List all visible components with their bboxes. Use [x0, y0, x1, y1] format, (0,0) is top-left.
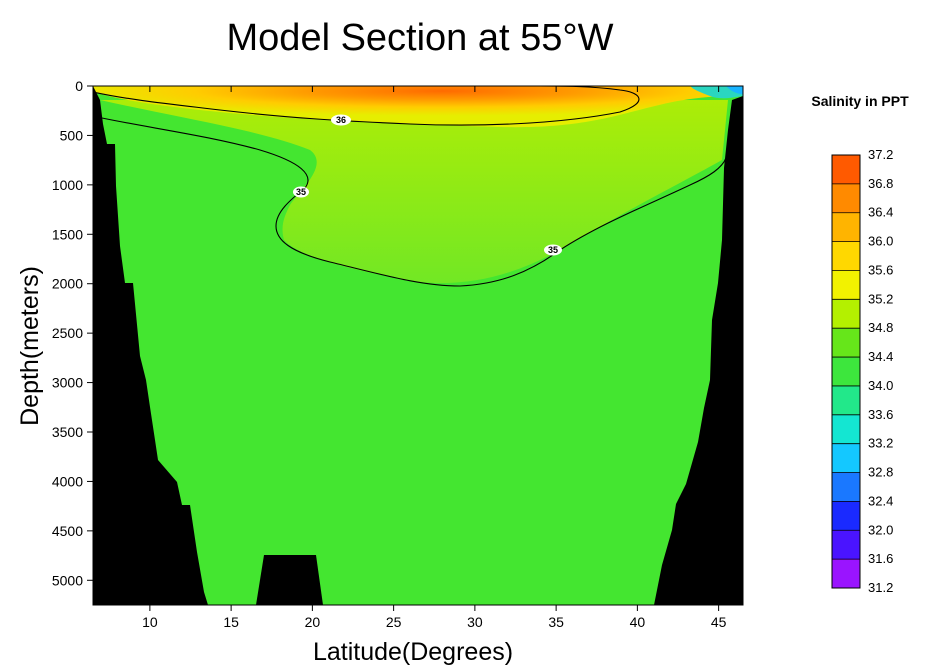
- colorbar-label: 31.6: [868, 551, 893, 566]
- colorbar-label: 36.0: [868, 234, 893, 249]
- colorbar-swatch: [832, 357, 860, 387]
- colorbar-swatch: [832, 241, 860, 271]
- plot-area: [93, 86, 743, 605]
- colorbar-label: 33.2: [868, 436, 893, 451]
- x-tick-label: 30: [467, 614, 483, 630]
- chart-title: Model Section at 55°W: [227, 17, 614, 59]
- x-tick-label: 10: [142, 614, 158, 630]
- bathymetry-mask-north: [654, 96, 743, 605]
- y-axis-label: Depth(meters): [16, 266, 44, 426]
- y-tick-label: 3000: [52, 375, 83, 391]
- colorbar-label: 31.2: [868, 580, 893, 595]
- x-axis: 10 15 20 25 30 35 40 45: [142, 86, 727, 630]
- colorbar-swatch: [832, 183, 860, 214]
- x-tick-label: 35: [548, 614, 564, 630]
- x-axis-label: Latitude(Degrees): [313, 638, 513, 666]
- colorbar-swatch: [832, 559, 860, 589]
- colorbar-label: 37.2: [868, 147, 893, 162]
- fresh-surface-core: [726, 86, 743, 94]
- bathymetry-mask-south: [93, 86, 208, 605]
- y-tick-label: 0: [75, 78, 83, 94]
- colorbar-swatch: [832, 328, 860, 358]
- y-tick-label: 4500: [52, 523, 83, 539]
- colorbar-swatch: [832, 443, 860, 474]
- plot-frame: [92, 85, 744, 606]
- colorbar-label: 32.8: [868, 465, 893, 480]
- contour-label-36-text: 36: [336, 115, 346, 125]
- contour-label-36: 36: [331, 114, 351, 126]
- colorbar-swatch: [832, 385, 860, 416]
- surface-salinity-core: [93, 86, 728, 128]
- y-tick-label: 4000: [52, 473, 83, 489]
- x-tick-label: 45: [711, 614, 727, 630]
- colorbar-swatch: [832, 472, 860, 502]
- upper-saline-layer: [100, 100, 728, 284]
- colorbar-swatch: [832, 414, 860, 445]
- x-tick-label: 20: [305, 614, 321, 630]
- colorbar-label: 36.4: [868, 205, 893, 220]
- y-tick-label: 500: [60, 127, 84, 143]
- y-tick-label: 3500: [52, 424, 83, 440]
- bathymetry-mask-seamount: [256, 555, 323, 605]
- y-axis: 0 500 1000 1500 2000 2500 3000 3500 4000 4500 5000: [52, 78, 743, 588]
- colorbar-swatch: [832, 501, 860, 531]
- contour-label-35b-text: 35: [548, 245, 558, 255]
- colorbar-label: 34.0: [868, 378, 893, 393]
- colorbar-swatch: [832, 212, 860, 243]
- x-tick-label: 40: [630, 614, 646, 630]
- colorbar-label: 35.2: [868, 291, 893, 306]
- colorbar-label: 33.6: [868, 407, 893, 422]
- x-tick-label: 25: [386, 614, 402, 630]
- contour-label-35b: 35: [544, 244, 562, 256]
- y-tick-label: 1500: [52, 226, 83, 242]
- y-tick-label: 1000: [52, 177, 83, 193]
- colorbar-swatch: [832, 270, 860, 300]
- colorbar-swatch: [832, 530, 860, 560]
- colorbar: 37.2 36.8 36.4 36.0 35.6 35.2 34.8 34.4 34.0 33.6…: [831, 147, 893, 595]
- contour-35: [101, 117, 727, 287]
- colorbar-swatch: [832, 299, 860, 329]
- colorbar-title: Salinity in PPT: [811, 93, 909, 109]
- colorbar-label: 34.4: [868, 349, 893, 364]
- colorbar-swatch: [832, 155, 860, 185]
- y-tick-label: 2500: [52, 325, 83, 341]
- contour-label-35a: 35: [293, 186, 309, 198]
- contour-label-35a-text: 35: [296, 187, 306, 197]
- colorbar-label: 32.4: [868, 493, 893, 508]
- x-tick-label: 15: [223, 614, 239, 630]
- colorbar-label: 35.6: [868, 262, 893, 277]
- colorbar-label: 34.8: [868, 320, 893, 335]
- colorbar-label: 32.0: [868, 522, 893, 537]
- y-tick-label: 5000: [52, 572, 83, 588]
- contour-36: [93, 86, 640, 126]
- y-tick-label: 2000: [52, 276, 83, 292]
- colorbar-label: 36.8: [868, 176, 893, 191]
